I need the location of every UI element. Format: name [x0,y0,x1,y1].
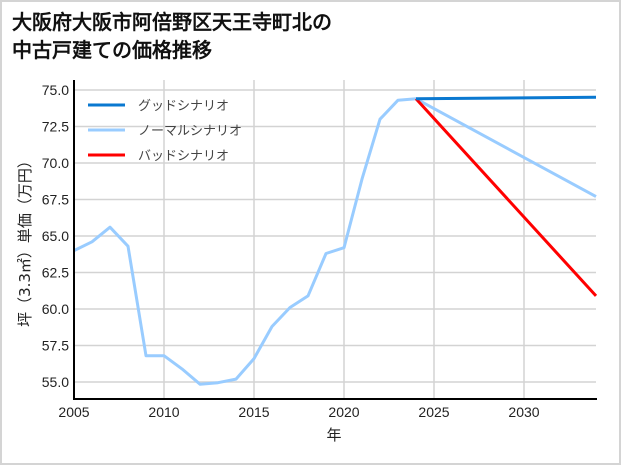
y-tick-label: 60.0 [42,301,69,317]
legend-label: バッドシナリオ [138,149,229,164]
good-scenario-line [415,95,597,101]
y-tick-label: 65.0 [42,228,69,244]
x-tick-label: 2005 [58,404,89,420]
legend-item-bad: バッドシナリオ [88,149,229,164]
grid-lines [73,80,596,399]
y-tick-labels: 55.0 57.5 60.0 62.5 65.0 67.5 70.0 72.5 75.0 [42,82,69,390]
y-tick-label: 55.0 [42,374,69,390]
x-tick-label: 2020 [328,404,359,420]
y-tick-label: 62.5 [42,265,69,281]
normal-scenario-line [73,97,597,386]
x-tick-labels: 2005 2010 2015 2020 2025 2030 [58,404,539,420]
x-tick-label: 2025 [418,404,449,420]
y-tick-label: 67.5 [42,192,69,208]
y-tick-label: 72.5 [42,119,69,135]
series-lines [73,95,598,386]
x-axis-label: 年 [326,426,341,444]
y-tick-label: 57.5 [42,338,69,354]
chart-title-line-2: 中古戸建ての価格推移 [12,38,212,62]
x-tick-label: 2015 [238,404,269,420]
axes [73,80,597,400]
bad-scenario-line [414,97,598,297]
legend-item-normal: ノーマルシナリオ [88,124,242,139]
x-tick-label: 2030 [508,404,539,420]
chart-title: 大阪府大阪市阿倍野区天王寺町北の 中古戸建ての価格推移 [12,8,332,64]
x-tick-label: 2010 [148,404,179,420]
y-axis-label: 坪（3.3㎡）単価（万円） [16,153,34,327]
y-tick-label: 75.0 [42,82,69,98]
legend-label: グッドシナリオ [138,99,229,114]
chart-title-line-1: 大阪府大阪市阿倍野区天王寺町北の [12,10,332,34]
legend-label: ノーマルシナリオ [138,124,242,139]
legend-item-good: グッドシナリオ [88,99,229,114]
y-tick-label: 70.0 [42,155,69,171]
